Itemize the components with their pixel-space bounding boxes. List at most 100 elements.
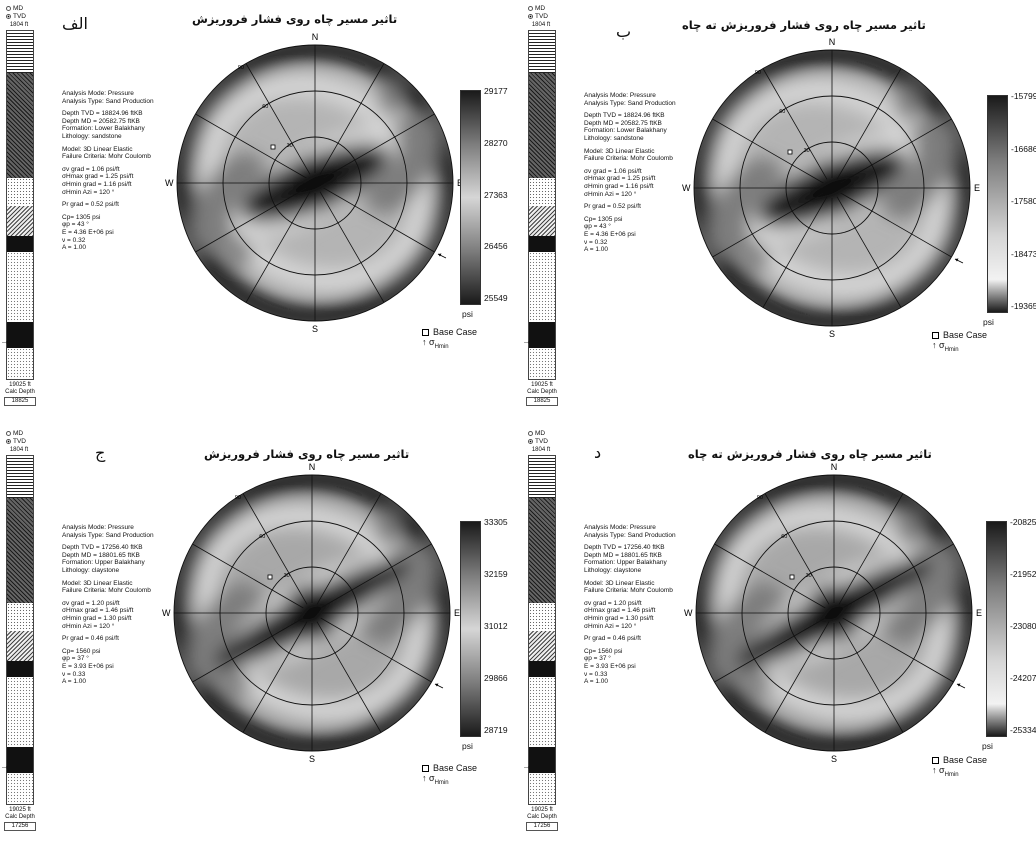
shmin-azi: σHmin Azi = 120 ° xyxy=(62,188,115,196)
lithology-track[interactable] xyxy=(6,455,34,805)
polar-spoke xyxy=(840,118,952,184)
depth-md: Depth MD = 20582.75 ftKB xyxy=(584,119,662,127)
field-spot-b xyxy=(747,669,771,697)
a-value: A = 1.00 xyxy=(62,678,87,686)
colorbar-tick-label: -15799 xyxy=(1011,91,1036,101)
panel-jim: MD TVD 1804 ft → 19025 ft Calc Depth 172… xyxy=(0,425,514,843)
calc-depth-label: Calc Depth xyxy=(527,814,557,820)
failure-criteria: Failure Criteria: Mohr Coulomb xyxy=(62,153,151,161)
shmin-arrowhead-icon xyxy=(956,683,961,687)
colorbar-unit: psi xyxy=(982,741,993,751)
radio-dot-icon xyxy=(528,431,533,437)
ring-label: 60 xyxy=(262,104,268,110)
colorbar-gradient xyxy=(460,90,481,305)
base-case-marker-icon xyxy=(270,144,276,150)
shmax-grad: σHmax grad = 1.25 psi/ft xyxy=(62,173,134,181)
shmin-grad: σHmin grad = 1.16 psi/ft xyxy=(584,182,654,190)
calc-depth-input[interactable]: 18825 xyxy=(4,397,36,406)
track-seg-dots xyxy=(529,603,555,631)
depth-mode-selector: MD TVD xyxy=(6,430,26,445)
tvd-radio[interactable]: TVD xyxy=(6,438,26,446)
analysis-parameters: Analysis Mode: Pressure Analysis Type: S… xyxy=(62,90,154,252)
polar-spoke xyxy=(714,543,826,609)
compass-west: W xyxy=(682,183,691,193)
panel-be: MD TVD 1804 ft → 19025 ft Calc Depth 188… xyxy=(522,0,1036,418)
polar-spoke xyxy=(838,493,904,605)
formation: Formation: Upper Balakhany xyxy=(62,559,145,567)
colorbar-tick-label: 28719 xyxy=(484,725,508,735)
tvd-radio[interactable]: TVD xyxy=(528,13,548,21)
legend-base-case: Base Case xyxy=(932,755,987,765)
poisson-ratio: ν = 0.32 xyxy=(62,236,86,244)
lithology: Lithology: claystone xyxy=(62,566,120,574)
ring-label: 60 xyxy=(259,534,265,540)
md-radio[interactable]: MD xyxy=(528,5,548,13)
current-depth-arrow-icon[interactable]: → xyxy=(522,336,532,347)
colorbar-tick-label: 29177 xyxy=(484,86,508,96)
current-depth-arrow-icon[interactable]: → xyxy=(0,336,10,347)
track-seg-solid2 xyxy=(7,322,33,348)
md-radio[interactable]: MD xyxy=(528,430,548,438)
radio-dot-icon xyxy=(6,6,11,12)
md-radio[interactable]: MD xyxy=(6,430,26,438)
polar-spoke xyxy=(762,196,828,308)
field-dark-center xyxy=(806,585,862,641)
cp: Cp= 1305 psi xyxy=(62,213,101,221)
colorbar-tick-label: 29866 xyxy=(484,673,508,683)
track-seg-solid xyxy=(7,236,33,252)
ring-label: 90 xyxy=(238,65,244,71)
calc-depth-input[interactable]: 17256 xyxy=(4,822,36,831)
track-top-depth: 1804 ft xyxy=(9,447,29,453)
colorbar-tick-label: 32159 xyxy=(484,569,508,579)
lithology-track[interactable] xyxy=(528,30,556,380)
colorbar-tick-label: -20825 xyxy=(1010,517,1036,527)
current-depth-arrow-icon[interactable]: → xyxy=(522,761,532,772)
colorbar-tick-label: 33305 xyxy=(484,517,508,527)
track-seg-cross xyxy=(7,73,33,178)
tvd-label: TVD xyxy=(13,437,26,445)
formation: Formation: Upper Balakhany xyxy=(584,559,667,567)
calc-depth-input[interactable]: 17256 xyxy=(526,822,558,831)
polar-spoke xyxy=(320,617,432,683)
lithology: Lithology: claystone xyxy=(584,566,642,574)
polar-spoke xyxy=(195,187,307,253)
analysis-type: Analysis Type: Sand Production xyxy=(584,99,676,107)
lithology: Lithology: sandstone xyxy=(584,134,644,142)
sv-grad: σv grad = 1.06 psi/ft xyxy=(584,167,642,175)
depth-mode-selector: MD TVD xyxy=(6,5,26,20)
track-seg-dots2 xyxy=(529,252,555,322)
track-seg-dots3 xyxy=(7,348,33,379)
pr-grad: Pr grad = 0.52 psi/ft xyxy=(62,201,119,209)
tvd-radio[interactable]: TVD xyxy=(6,13,26,21)
phi: φp = 43 ° xyxy=(584,223,611,231)
polar-spoke xyxy=(836,196,902,308)
track-seg-hatch xyxy=(7,31,33,73)
md-label: MD xyxy=(535,430,546,437)
current-depth-arrow-icon[interactable]: → xyxy=(0,761,10,772)
md-radio[interactable]: MD xyxy=(6,5,26,13)
calc-depth-input[interactable]: 18825 xyxy=(526,397,558,406)
depth-md: Depth MD = 20582.75 ftKB xyxy=(62,117,140,125)
lithology-track[interactable] xyxy=(6,30,34,380)
panel-title: تاثیر مسیر چاه روی فشار فروریزش xyxy=(192,12,398,26)
legend-base-case: Base Case xyxy=(422,763,477,773)
depth-mode-selector: MD TVD xyxy=(528,430,548,445)
ring-label: 30 xyxy=(806,573,812,579)
track-top-depth: 1804 ft xyxy=(531,447,551,453)
panel-alef: MD TVD 1804 ft → 19025 ft Calc Depth 188… xyxy=(0,0,514,418)
lithology-track[interactable] xyxy=(528,455,556,805)
colorbar-tick-label: -19365 xyxy=(1011,301,1036,311)
colorbar-gradient xyxy=(460,521,481,737)
failure-criteria: Failure Criteria: Mohr Coulomb xyxy=(62,587,151,595)
field-dark-center xyxy=(804,160,860,216)
tvd-radio[interactable]: TVD xyxy=(528,438,548,446)
e-modulus: E = 4.36 E+06 psi xyxy=(584,230,636,238)
colorbar-unit: psi xyxy=(462,741,473,751)
depth-md: Depth MD = 18801.65 ftKB xyxy=(584,551,662,559)
analysis-parameters: Analysis Mode: Pressure Analysis Type: S… xyxy=(584,524,676,686)
field-spot-b xyxy=(228,239,252,267)
